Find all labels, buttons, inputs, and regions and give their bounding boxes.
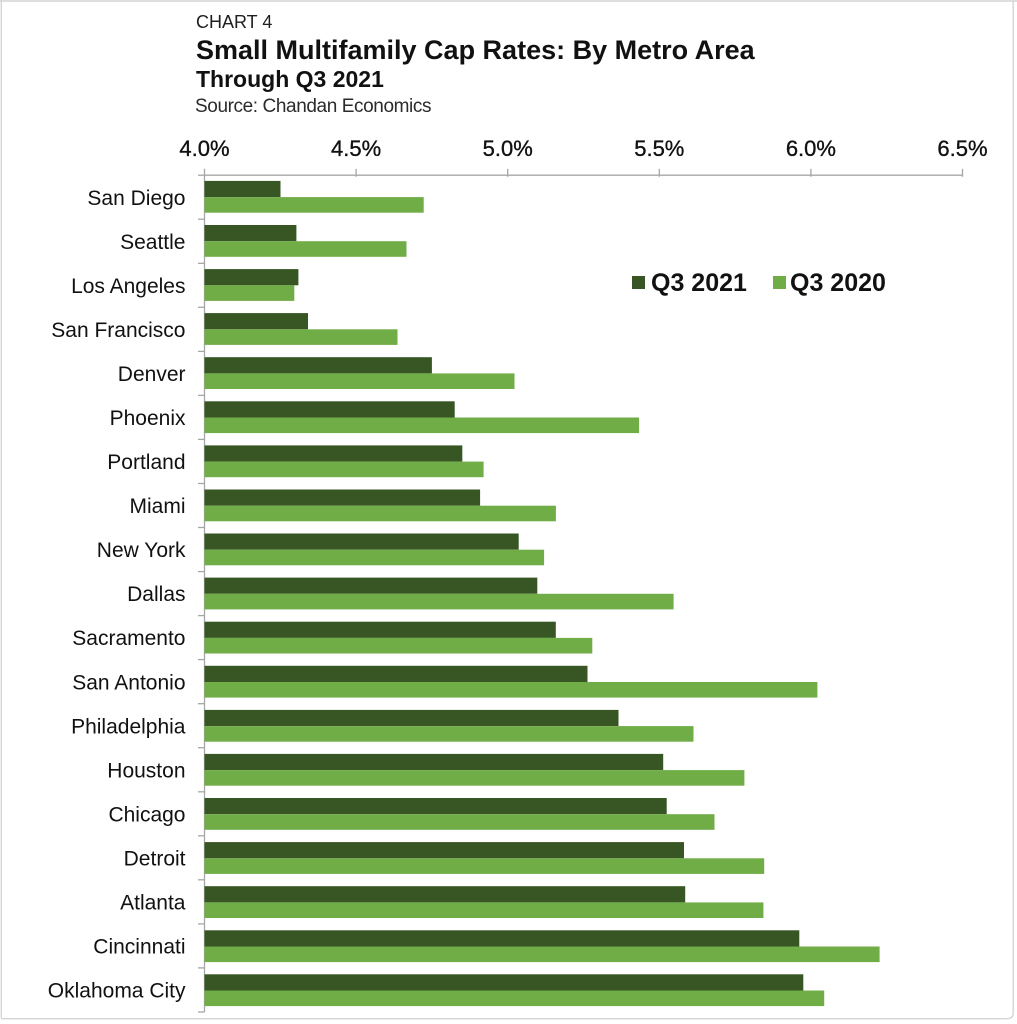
svg-text:Atlanta: Atlanta (120, 892, 186, 915)
svg-text:Phoenix: Phoenix (110, 407, 186, 430)
svg-text:Philadelphia: Philadelphia (71, 715, 186, 738)
svg-text:Through Q3 2021: Through Q3 2021 (196, 66, 384, 92)
svg-text:Oklahoma City: Oklahoma City (48, 980, 186, 1003)
svg-text:Cincinnati: Cincinnati (93, 936, 185, 959)
svg-text:Seattle: Seattle (120, 231, 185, 254)
svg-text:Miami: Miami (130, 495, 186, 518)
svg-text:San Diego: San Diego (87, 187, 185, 210)
svg-text:4.0%: 4.0% (179, 136, 229, 161)
svg-text:New York: New York (97, 539, 186, 562)
svg-text:Detroit: Detroit (124, 847, 186, 870)
svg-text:Sacramento: Sacramento (72, 627, 185, 650)
svg-text:San Antonio: San Antonio (72, 671, 185, 694)
svg-text:Dallas: Dallas (127, 583, 185, 606)
svg-text:5.5%: 5.5% (634, 136, 684, 161)
svg-text:Small Multifamily Cap Rates: B: Small Multifamily Cap Rates: By Metro Ar… (196, 35, 756, 65)
svg-text:6.5%: 6.5% (937, 136, 987, 161)
svg-text:Los Angeles: Los Angeles (71, 275, 185, 298)
svg-text:Q3 2021: Q3 2021 (651, 269, 747, 297)
svg-text:6.0%: 6.0% (786, 136, 836, 161)
svg-text:Houston: Houston (107, 759, 185, 782)
svg-text:Portland: Portland (107, 451, 185, 474)
svg-text:Chicago: Chicago (108, 803, 185, 826)
svg-text:Denver: Denver (118, 363, 186, 386)
svg-text:Q3 2020: Q3 2020 (790, 269, 886, 297)
svg-text:5.0%: 5.0% (483, 136, 533, 161)
svg-text:CHART 4: CHART 4 (196, 12, 272, 32)
svg-text:Source: Chandan Economics: Source: Chandan Economics (195, 96, 431, 117)
svg-text:San Francisco: San Francisco (51, 319, 185, 342)
svg-text:4.5%: 4.5% (331, 136, 381, 161)
